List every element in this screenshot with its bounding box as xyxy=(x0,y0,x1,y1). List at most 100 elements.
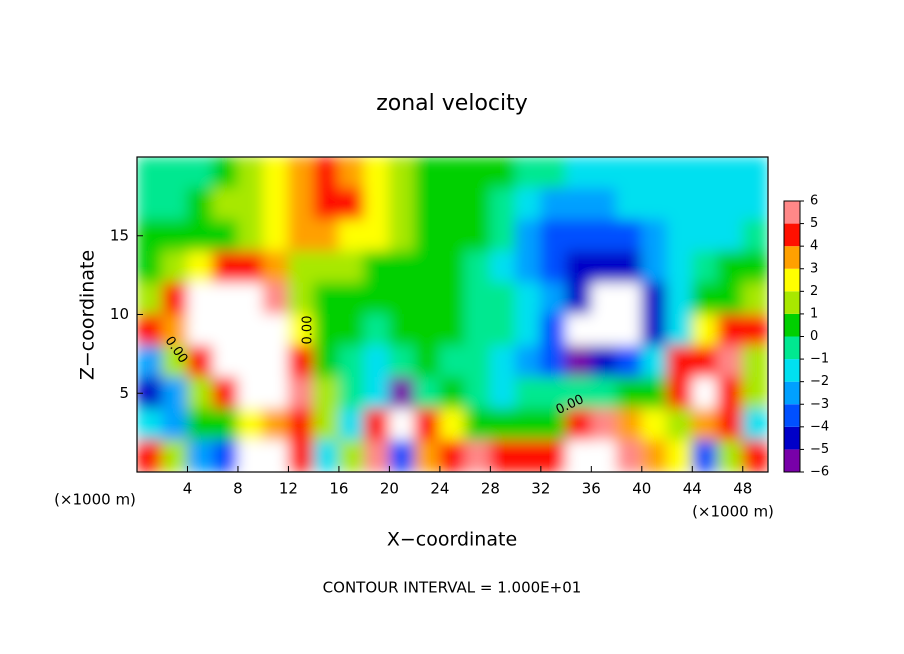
cell xyxy=(363,157,390,189)
x-tick-label: 32 xyxy=(531,480,550,498)
cell xyxy=(666,408,693,441)
colorbar-bin xyxy=(784,336,800,360)
cell xyxy=(515,377,542,410)
cell xyxy=(540,219,567,252)
y-tick-label: 10 xyxy=(110,305,129,323)
cell xyxy=(666,157,693,189)
cell xyxy=(565,440,592,472)
cell xyxy=(641,314,668,347)
cell xyxy=(515,157,542,189)
cell xyxy=(287,157,315,189)
cell xyxy=(515,345,542,378)
cell xyxy=(262,408,289,441)
x-tick-label: 4 xyxy=(183,480,193,498)
cell xyxy=(590,157,618,189)
cell xyxy=(161,251,188,284)
cell xyxy=(439,377,466,410)
cell xyxy=(262,282,289,315)
cell xyxy=(186,440,214,472)
cell xyxy=(161,282,188,315)
cell xyxy=(313,282,340,315)
cell xyxy=(590,314,618,347)
cell xyxy=(287,345,315,378)
colorbar-tick-label: −2 xyxy=(810,374,829,389)
field xyxy=(137,157,768,472)
colorbar-tick-label: 6 xyxy=(810,194,818,209)
cell xyxy=(338,314,365,347)
cell xyxy=(691,314,719,347)
cell xyxy=(717,377,744,410)
cell xyxy=(439,219,466,252)
cell xyxy=(161,377,188,410)
cell xyxy=(363,408,390,441)
cell xyxy=(313,314,340,347)
cell xyxy=(464,377,491,410)
cell xyxy=(641,345,668,378)
cell xyxy=(262,188,289,221)
cell xyxy=(338,219,365,252)
cell xyxy=(742,188,768,221)
cell xyxy=(313,157,340,189)
cell xyxy=(717,188,744,221)
cell xyxy=(237,157,264,189)
cell xyxy=(212,345,239,378)
cell xyxy=(742,282,768,315)
cell xyxy=(338,377,365,410)
cell xyxy=(717,314,744,347)
cell xyxy=(742,219,768,252)
colorbar-bin xyxy=(784,268,800,292)
cell xyxy=(616,188,643,221)
colorbar-bin xyxy=(784,291,800,314)
cell xyxy=(616,345,643,378)
cell xyxy=(742,157,768,189)
annotation: CONTOUR INTERVAL = 1.000E+01 xyxy=(323,579,582,597)
cell xyxy=(540,157,567,189)
cell xyxy=(489,377,517,410)
cell xyxy=(691,219,719,252)
cell xyxy=(489,440,517,472)
cell xyxy=(616,440,643,472)
cell xyxy=(489,188,517,221)
y-axis-label: Z−coordinate xyxy=(77,250,99,380)
cell xyxy=(464,282,491,315)
cell xyxy=(717,219,744,252)
cell xyxy=(212,282,239,315)
cell xyxy=(237,251,264,284)
cell xyxy=(590,282,618,315)
cell xyxy=(439,157,466,189)
cell xyxy=(742,251,768,284)
cell xyxy=(515,440,542,472)
cell xyxy=(666,377,693,410)
colorbar-tick-label: 4 xyxy=(810,239,818,254)
cell xyxy=(565,188,592,221)
cell xyxy=(666,282,693,315)
cell xyxy=(414,282,441,315)
colorbar-tick-label: 2 xyxy=(810,284,818,299)
cell xyxy=(388,251,416,284)
cell xyxy=(137,440,163,472)
cell xyxy=(666,345,693,378)
cell xyxy=(414,345,441,378)
cell xyxy=(388,219,416,252)
cell xyxy=(161,157,188,189)
colorbar-bin xyxy=(784,404,800,427)
cell xyxy=(489,157,517,189)
cell xyxy=(161,440,188,472)
cell xyxy=(590,251,618,284)
x-tick-label: 8 xyxy=(233,480,243,498)
cell xyxy=(262,314,289,347)
cell xyxy=(565,408,592,441)
cell xyxy=(489,282,517,315)
x-axis-label: X−coordinate xyxy=(387,529,517,551)
cell xyxy=(287,377,315,410)
cell xyxy=(616,314,643,347)
cell xyxy=(363,282,390,315)
cell xyxy=(262,157,289,189)
colorbar-tick-label: −5 xyxy=(810,442,829,457)
cell xyxy=(439,408,466,441)
cell xyxy=(262,440,289,472)
cell xyxy=(540,408,567,441)
cell xyxy=(439,188,466,221)
cell xyxy=(464,219,491,252)
cell xyxy=(641,440,668,472)
